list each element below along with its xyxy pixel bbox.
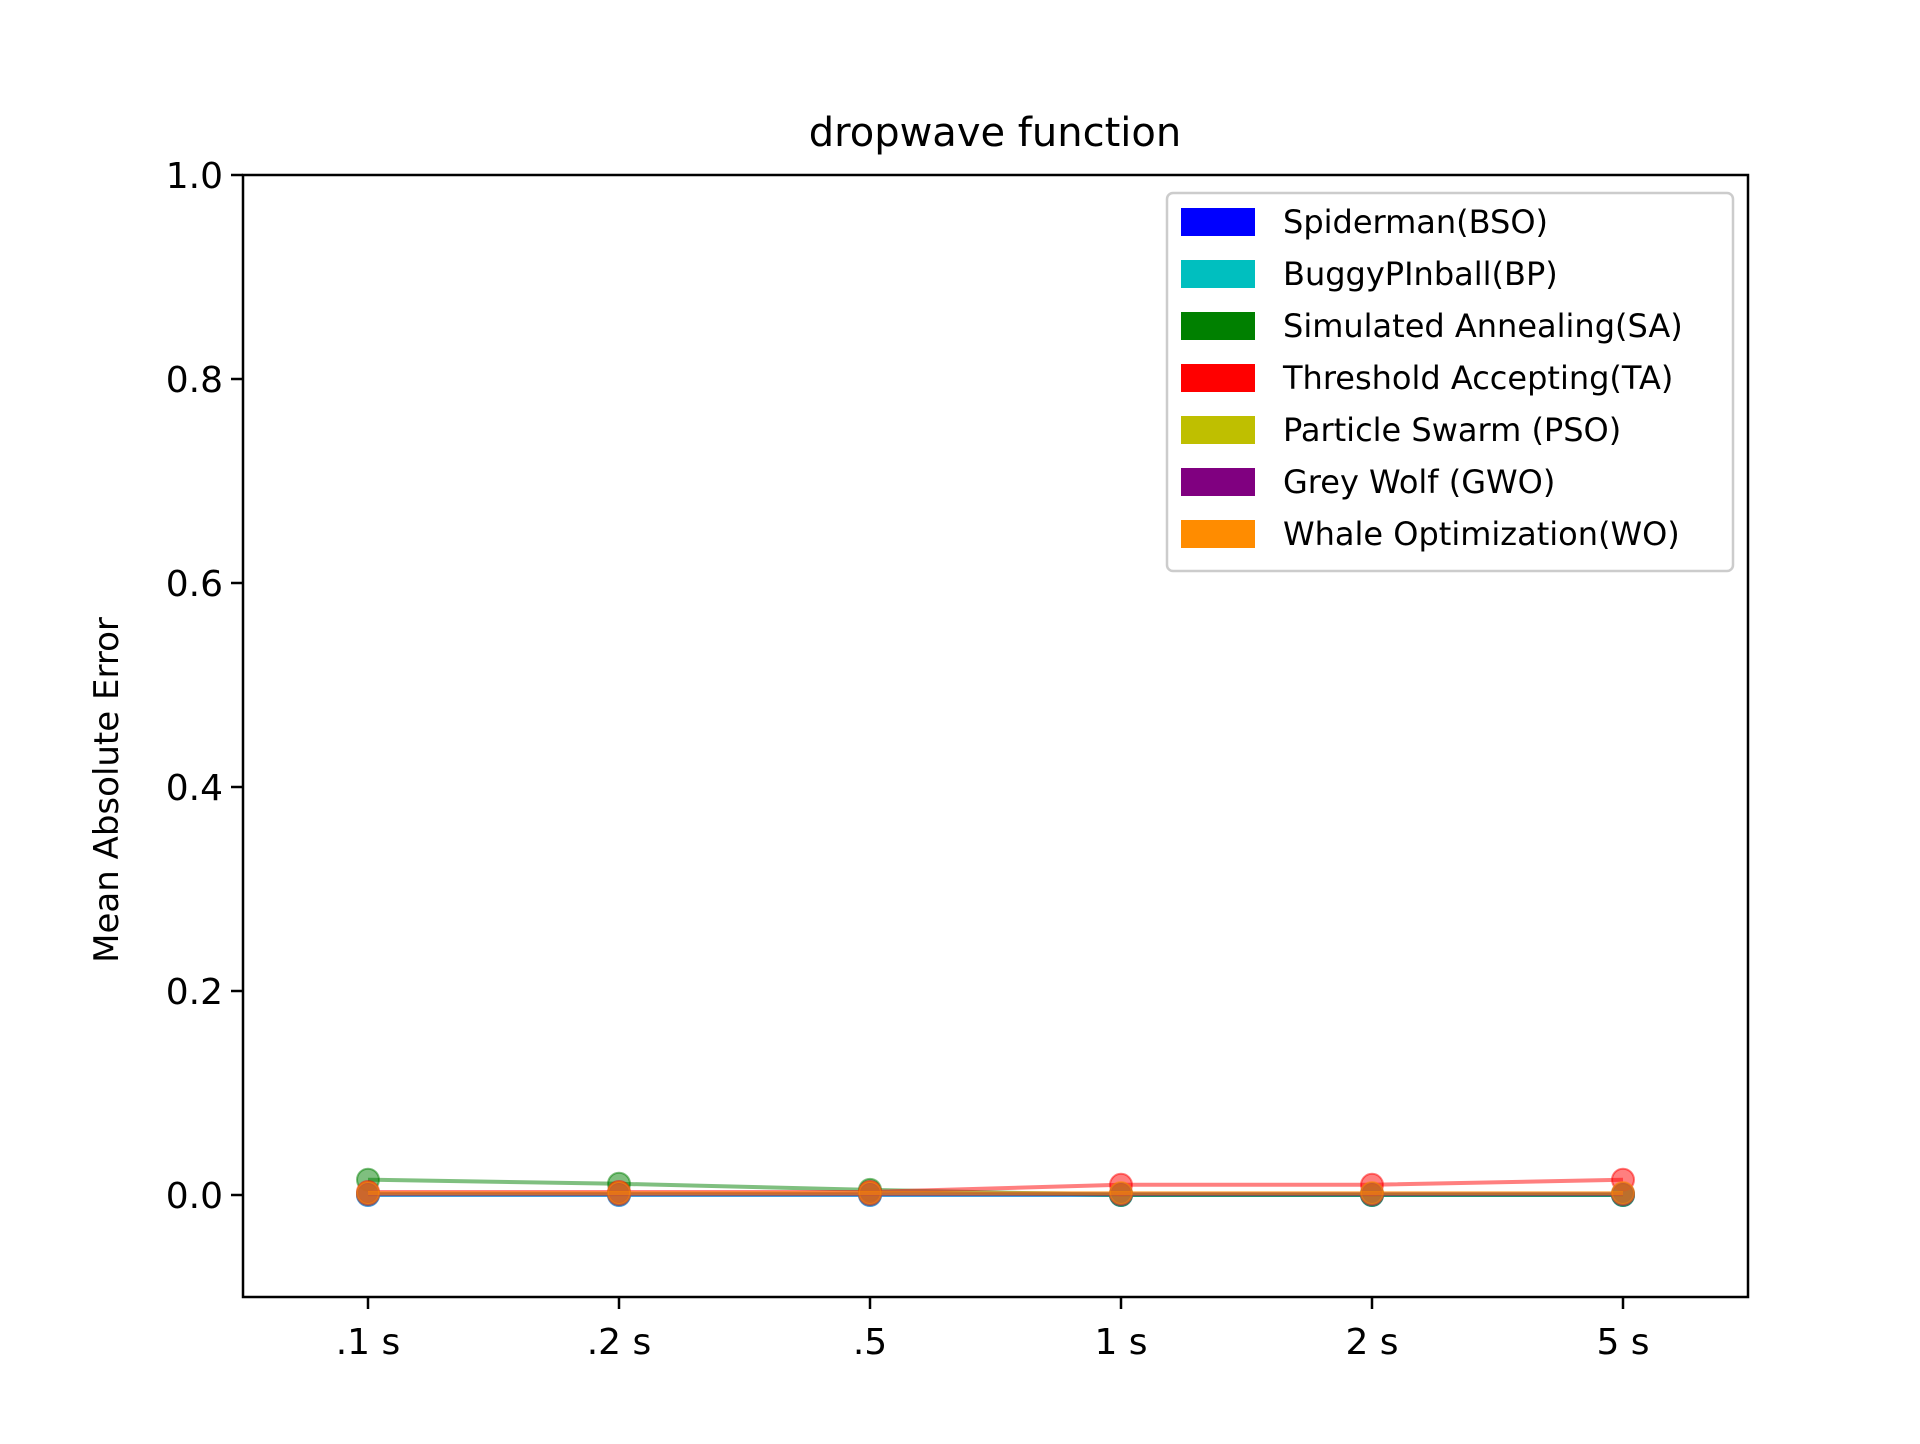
x-tick-label: 2 s (1345, 1322, 1398, 1363)
y-tick-label: 0.6 (166, 564, 223, 605)
legend: Spiderman(BSO) BuggyPInball(BP) Simulated … (1165, 191, 1735, 573)
x-tick-label: 5 s (1596, 1322, 1649, 1363)
legend-swatch (1181, 208, 1255, 236)
y-tick-label: 0.0 (166, 1176, 223, 1217)
legend-label: Threshold Accepting(TA) (1282, 359, 1673, 397)
chart-title: dropwave function (809, 110, 1181, 156)
y-axis-label: Mean Absolute Error (87, 617, 127, 963)
x-tick-label: 1 s (1094, 1322, 1147, 1363)
legend-label: Spiderman(BSO) (1283, 203, 1548, 241)
legend-label: Simulated Annealing(SA) (1283, 307, 1683, 345)
plot-marks (356, 1167, 1635, 1207)
y-tick-label: 0.8 (166, 360, 223, 401)
legend-box (1165, 191, 1735, 573)
y-tick-label: 1.0 (166, 156, 223, 197)
legend-swatch (1181, 520, 1255, 548)
data-point (1109, 1180, 1133, 1205)
x-tick-label: .2 s (587, 1322, 652, 1363)
x-tick-label: .1 s (336, 1322, 401, 1363)
legend-swatch (1181, 260, 1255, 288)
legend-label: Grey Wolf (GWO) (1283, 463, 1555, 501)
data-point (607, 1180, 631, 1205)
axes: 0.0 0.2 0.4 0.6 0.8 1.0 .1 s .2 s .5 1 s 2 s 5 s (166, 156, 1650, 1363)
legend-swatch (1181, 312, 1255, 340)
legend-label: Particle Swarm (PSO) (1283, 411, 1621, 449)
legend-swatch (1181, 468, 1255, 496)
x-tick-label: .5 (853, 1322, 887, 1363)
series-6 (356, 1180, 1635, 1205)
data-point (1611, 1180, 1635, 1205)
series-3 (356, 1167, 1635, 1204)
y-tick-label: 0.4 (166, 768, 223, 809)
legend-label: BuggyPInball(BP) (1283, 255, 1558, 293)
legend-swatch (1181, 416, 1255, 444)
legend-label: Whale Optimization(WO) (1283, 515, 1680, 553)
data-point (858, 1180, 882, 1205)
plot-frame (241, 173, 1750, 1299)
data-point (356, 1180, 380, 1205)
data-point (1360, 1180, 1384, 1205)
legend-swatch (1181, 364, 1255, 392)
y-tick-label: 0.2 (166, 972, 223, 1013)
